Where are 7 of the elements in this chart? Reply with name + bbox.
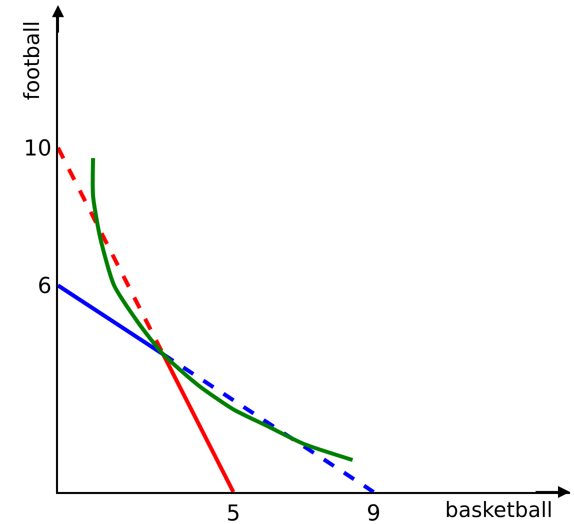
y-axis-title: football: [20, 20, 44, 100]
x-axis-title: basketball: [445, 498, 553, 522]
y-tick-label: 10: [24, 136, 52, 162]
x-tick-label: 9: [366, 501, 381, 524]
line-series: [90, 156, 355, 462]
x-tick-label: 5: [226, 501, 240, 524]
y-tick-label: 6: [38, 274, 52, 300]
